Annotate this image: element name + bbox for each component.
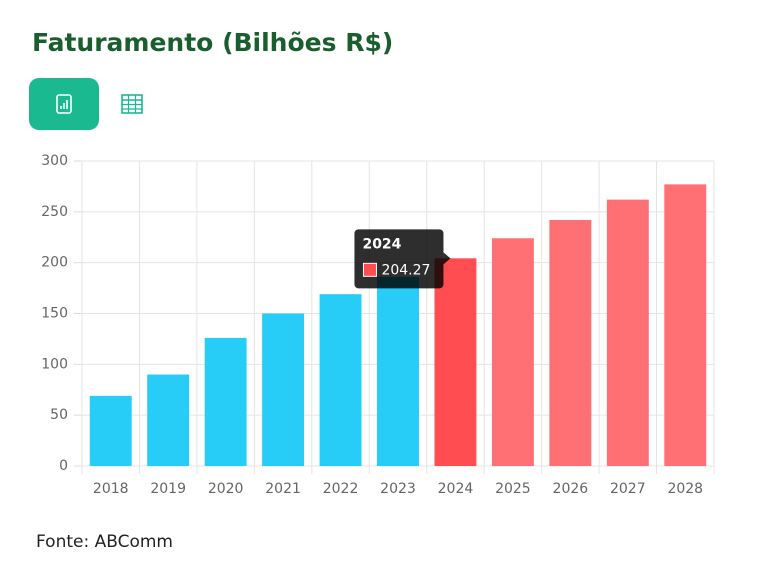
- x-tick-label: 2021: [265, 481, 301, 497]
- x-tick-label: 2020: [208, 481, 244, 497]
- tooltip-caret: [443, 252, 451, 265]
- x-tick-label: 2025: [495, 481, 531, 497]
- tooltip-title: 2024: [362, 236, 401, 252]
- tooltip-swatch: [362, 262, 377, 277]
- table-view-button[interactable]: [98, 78, 168, 130]
- bar: [434, 258, 477, 466]
- bar: [204, 337, 247, 466]
- bar: [664, 184, 707, 466]
- y-tick-label: 150: [41, 306, 68, 322]
- y-tick-label: 50: [50, 407, 68, 423]
- x-tick-label: 2027: [610, 481, 646, 497]
- tooltip: 2024 204.27: [354, 229, 451, 289]
- x-tick-label: 2024: [438, 481, 474, 497]
- x-tick-label: 2026: [553, 481, 589, 497]
- bar: [549, 219, 592, 466]
- bar: [377, 276, 419, 466]
- chart-title: Faturamento (Bilhões R$): [32, 28, 394, 57]
- bar: [89, 395, 132, 466]
- y-tick-label: 200: [41, 255, 68, 271]
- x-tick-label: 2019: [150, 481, 186, 497]
- bar: [491, 238, 534, 466]
- tooltip-value: 204.27: [381, 262, 430, 278]
- source-note: Fonte: ABComm: [36, 532, 173, 552]
- y-tick-label: 300: [41, 153, 68, 169]
- bar: [319, 294, 362, 466]
- bar: [147, 374, 190, 466]
- table-icon: [121, 94, 143, 114]
- bar: [262, 313, 305, 466]
- chart-view-button[interactable]: [29, 78, 99, 130]
- x-tick-label: 2018: [93, 481, 129, 497]
- x-tick-label: 2023: [380, 481, 416, 497]
- x-tick-label: 2028: [667, 481, 703, 497]
- y-tick-label: 0: [59, 458, 68, 474]
- chart-icon: [56, 94, 72, 114]
- y-tick-label: 250: [41, 204, 68, 220]
- bar: [606, 199, 649, 466]
- y-tick-label: 100: [41, 356, 68, 372]
- chart: 0 50 100 150 200 250 300 2018 2019 2020 2021 2022 20…: [41, 153, 715, 497]
- x-tick-label: 2022: [323, 481, 359, 497]
